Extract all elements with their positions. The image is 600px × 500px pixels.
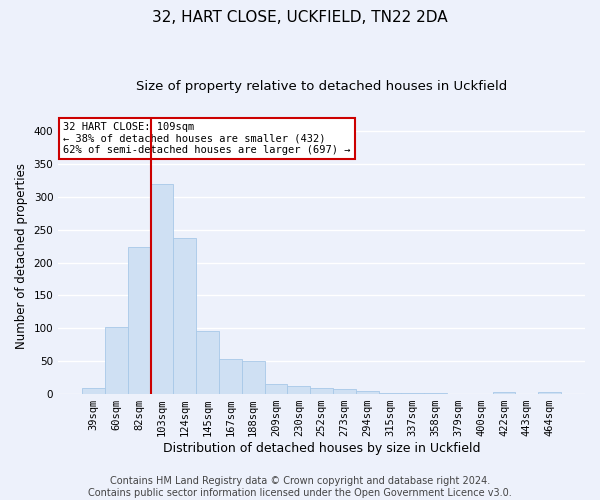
Bar [287,386,310,394]
Bar [219,358,242,394]
Bar [310,388,333,394]
Bar [196,331,219,394]
Bar [493,392,515,394]
Bar [333,390,356,394]
X-axis label: Distribution of detached houses by size in Uckfield: Distribution of detached houses by size … [163,442,481,455]
Bar [265,384,287,394]
Text: 32, HART CLOSE, UCKFIELD, TN22 2DA: 32, HART CLOSE, UCKFIELD, TN22 2DA [152,10,448,25]
Bar [128,246,151,394]
Title: Size of property relative to detached houses in Uckfield: Size of property relative to detached ho… [136,80,507,93]
Bar [173,238,196,394]
Text: 32 HART CLOSE: 109sqm
← 38% of detached houses are smaller (432)
62% of semi-det: 32 HART CLOSE: 109sqm ← 38% of detached … [64,122,351,155]
Bar [105,327,128,394]
Text: Contains HM Land Registry data © Crown copyright and database right 2024.
Contai: Contains HM Land Registry data © Crown c… [88,476,512,498]
Bar [82,388,105,394]
Bar [538,392,561,394]
Bar [151,184,173,394]
Y-axis label: Number of detached properties: Number of detached properties [15,163,28,349]
Bar [379,393,401,394]
Bar [356,392,379,394]
Bar [401,393,424,394]
Bar [242,361,265,394]
